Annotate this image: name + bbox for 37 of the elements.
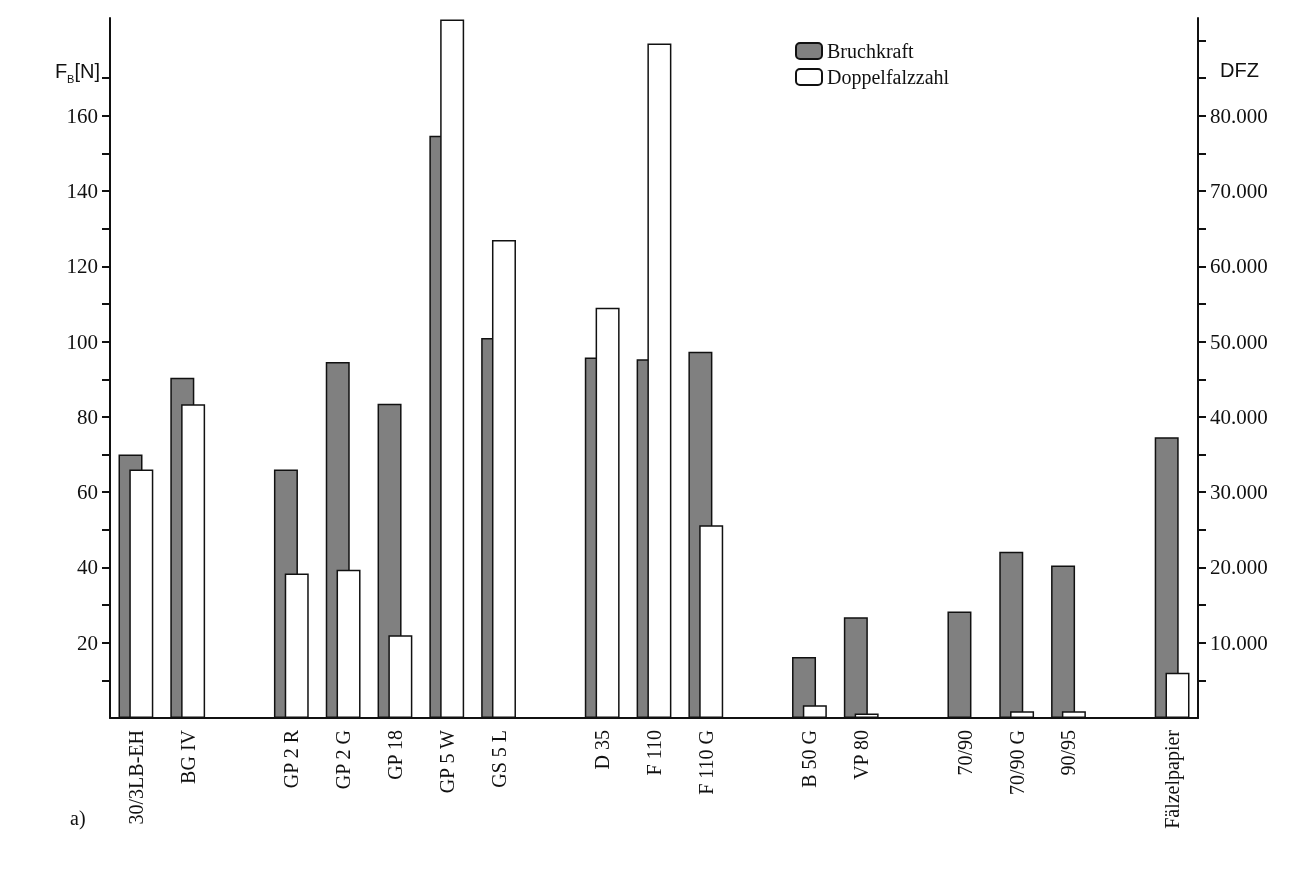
text: a) [70,807,86,830]
x-tick-label: GP 18 [383,730,406,780]
y-tick-label: 160 [66,103,98,128]
y2-tick-label: 20.000 [1210,555,1268,580]
legend-label: Bruchkraft [827,40,915,62]
x-tick-label: BG IV [176,729,199,784]
x-tick-label: Fälzelpapier [1161,729,1185,829]
y2-tick-label: 80.000 [1210,103,1268,128]
y-tick-label: 140 [66,179,98,204]
legend-label: Doppelfalzzahl [827,66,950,89]
x-tick-label: D 35 [591,730,614,770]
x-tick-label: 90/95 [1057,730,1080,776]
y-tick-label: 60 [77,480,98,505]
x-tick-label: VP 80 [850,730,873,780]
y2-tick-label: 50.000 [1210,329,1268,354]
y-tick-label: 80 [77,404,98,429]
x-tick-label: 70/90 G [1005,730,1028,795]
y-tick-label: 120 [66,254,98,279]
x-tick-label: GS 5 L [487,730,510,788]
x-tick-label: F 110 G [694,730,717,795]
y2-tick-label: 10.000 [1210,630,1268,655]
x-tick-label: GP 2 G [332,730,355,790]
x-tick-label: 30/3LB-EH [124,730,147,825]
y-tick-label: 100 [66,329,98,354]
x-tick-label: F 110 [643,730,665,776]
x-tick-label: GP 5 W [435,729,458,794]
y2-tick-label: 60.000 [1210,254,1268,279]
y2-tick-label: 40.000 [1210,404,1268,429]
y2-tick-label: 30.000 [1210,480,1268,505]
y2-axis-title: DFZ [1220,59,1259,81]
x-tick-label: B 50 G [798,730,821,788]
y-axis-title: F$_{B}$[N] [53,60,100,85]
y-tick-label: 40 [77,555,98,580]
y-tick-label: 20 [77,630,98,655]
x-tick-label: GP 2 R [280,729,303,789]
x-tick-label: 70/90 [953,730,976,776]
y2-tick-label: 70.000 [1210,179,1268,204]
